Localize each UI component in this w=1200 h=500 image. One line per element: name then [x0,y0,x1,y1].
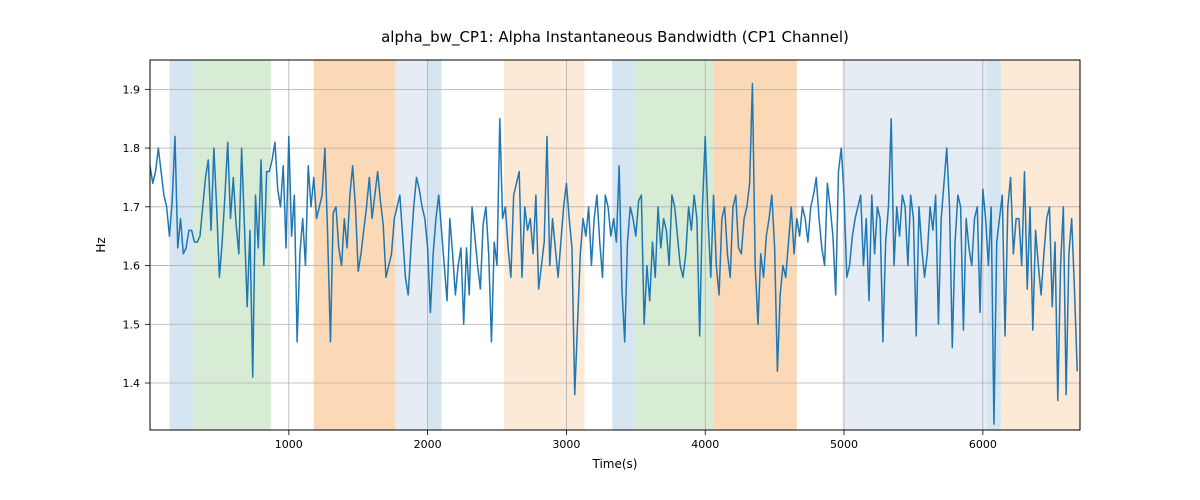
xtick-label: 1000 [275,438,303,451]
ytick-label: 1.5 [123,318,141,331]
xtick-label: 4000 [691,438,719,451]
y-axis-label: Hz [94,237,108,252]
region [314,60,396,430]
bandwidth-chart: 1000 2000 3000 4000 5000 6000 1.4 1.5 1.6 1.7 1.8 1… [0,0,1200,500]
xtick-label: 3000 [552,438,580,451]
ytick-label: 1.8 [123,142,141,155]
ytick-label: 1.7 [123,201,141,214]
region [612,60,634,430]
xtick-label: 2000 [414,438,442,451]
chart-title: alpha_bw_CP1: Alpha Instantaneous Bandwi… [381,28,849,47]
region [169,60,193,430]
xtick-label: 5000 [830,438,858,451]
ytick-label: 1.6 [123,260,141,273]
xtick-label: 6000 [969,438,997,451]
ytick-label: 1.4 [123,377,141,390]
ytick-label: 1.9 [123,83,141,96]
x-axis-label: Time(s) [592,457,638,471]
